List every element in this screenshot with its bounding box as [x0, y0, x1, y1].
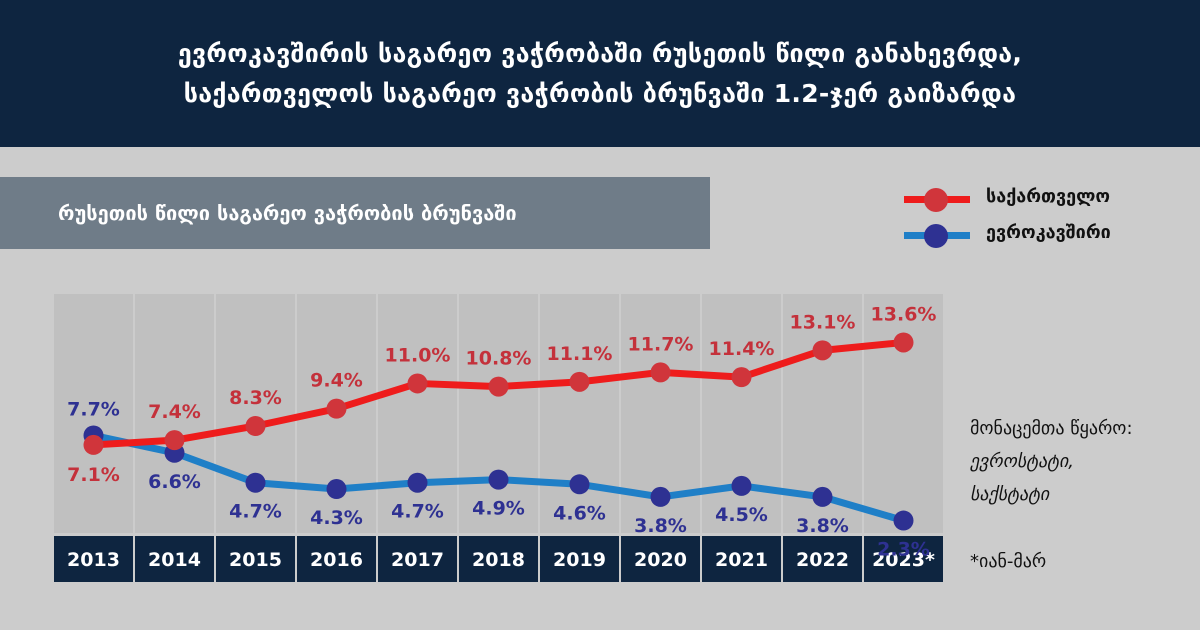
x-tick-label: 2021 — [715, 549, 768, 571]
legend: საქართველო ევროკავშირი — [900, 182, 1190, 254]
data-label: 4.7% — [391, 501, 444, 523]
x-tick-label: 2013 — [67, 549, 120, 571]
data-label: 3.8% — [796, 515, 849, 537]
legend-marker-eu — [924, 224, 948, 248]
year-cell — [864, 536, 943, 582]
data-point — [650, 486, 671, 507]
data-point — [488, 376, 509, 397]
year-column — [702, 294, 781, 533]
x-tick-label: 2016 — [310, 549, 363, 571]
legend-item-georgia: საქართველო — [900, 182, 1190, 218]
year-cell — [783, 536, 862, 582]
legend-label-eu: ევროკავშირი — [986, 222, 1111, 243]
data-point — [569, 474, 590, 495]
data-point — [893, 510, 914, 531]
year-cell — [621, 536, 700, 582]
year-column — [135, 294, 214, 533]
year-column — [540, 294, 619, 533]
headline-line-2: საქართველოს საგარეო ვაჭრობის ბრუნვაში 1.… — [183, 78, 1017, 108]
year-column — [54, 294, 133, 533]
x-tick-label: 2019 — [553, 549, 606, 571]
source-line-2: საქსტატი — [970, 484, 1050, 505]
data-label: 11.1% — [547, 343, 613, 365]
data-point — [893, 332, 914, 353]
year-cell — [378, 536, 457, 582]
x-tick-label: 2020 — [634, 549, 687, 571]
data-point — [650, 362, 671, 383]
data-label: 6.6% — [148, 471, 201, 493]
headline-line-1: ევროკავშირის საგარეო ვაჭრობაში რუსეთის წ… — [177, 38, 1023, 68]
data-point — [731, 367, 752, 388]
data-point — [245, 415, 266, 436]
data-point — [83, 434, 104, 455]
year-cell — [540, 536, 619, 582]
legend-item-eu: ევროკავშირი — [900, 218, 1190, 254]
source-line-1: ევროსტატი, — [970, 451, 1074, 472]
x-tick-label: 2023* — [872, 549, 935, 571]
legend-label-georgia: საქართველო — [986, 186, 1111, 207]
data-point — [164, 430, 185, 451]
data-point — [488, 469, 509, 490]
data-label: 11.4% — [709, 338, 775, 360]
data-point — [731, 475, 752, 496]
data-point — [407, 472, 428, 493]
data-label: 13.6% — [871, 303, 937, 325]
data-label: 7.4% — [148, 401, 201, 423]
x-tick-label: 2018 — [472, 549, 525, 571]
data-label: 2.3% — [877, 539, 930, 561]
data-label: 11.0% — [385, 344, 451, 366]
data-label: 3.8% — [634, 515, 687, 537]
data-label: 4.9% — [472, 498, 525, 520]
year-column — [216, 294, 295, 533]
year-column — [378, 294, 457, 533]
data-label: 8.3% — [229, 387, 282, 409]
data-label: 11.7% — [628, 333, 694, 355]
data-point — [407, 373, 428, 394]
year-column — [864, 294, 943, 533]
source-note: მონაცემთა წყარო: ევროსტატი, საქსტატი — [970, 412, 1133, 511]
source-label: მონაცემთა წყარო: — [970, 418, 1133, 439]
year-cell — [702, 536, 781, 582]
x-tick-label: 2022 — [796, 549, 849, 571]
x-tick-label: 2014 — [148, 549, 201, 571]
data-point — [569, 371, 590, 392]
data-label: 10.8% — [466, 348, 532, 370]
data-label: 13.1% — [790, 311, 856, 333]
x-tick-label: 2015 — [229, 549, 282, 571]
x-tick-label: 2017 — [391, 549, 444, 571]
data-point — [245, 472, 266, 493]
year-cell — [216, 536, 295, 582]
year-cell — [135, 536, 214, 582]
data-label: 4.6% — [553, 502, 606, 524]
legend-marker-georgia — [924, 188, 948, 212]
data-point — [812, 340, 833, 361]
header-banner: ევროკავშირის საგარეო ვაჭრობაში რუსეთის წ… — [0, 0, 1200, 147]
year-column — [459, 294, 538, 533]
footnote: *იან-მარ — [970, 551, 1047, 572]
data-label: 4.7% — [229, 501, 282, 523]
year-cell — [54, 536, 133, 582]
data-point — [812, 486, 833, 507]
data-point — [326, 398, 347, 419]
data-label: 9.4% — [310, 370, 363, 392]
data-label: 7.7% — [67, 398, 120, 420]
data-label: 4.3% — [310, 507, 363, 529]
data-label: 4.5% — [715, 504, 768, 526]
data-label: 7.1% — [67, 464, 120, 486]
chart-subtitle: რუსეთის წილი საგარეო ვაჭრობის ბრუნვაში — [0, 177, 710, 249]
data-point — [326, 479, 347, 500]
year-cell — [459, 536, 538, 582]
year-cell — [297, 536, 376, 582]
